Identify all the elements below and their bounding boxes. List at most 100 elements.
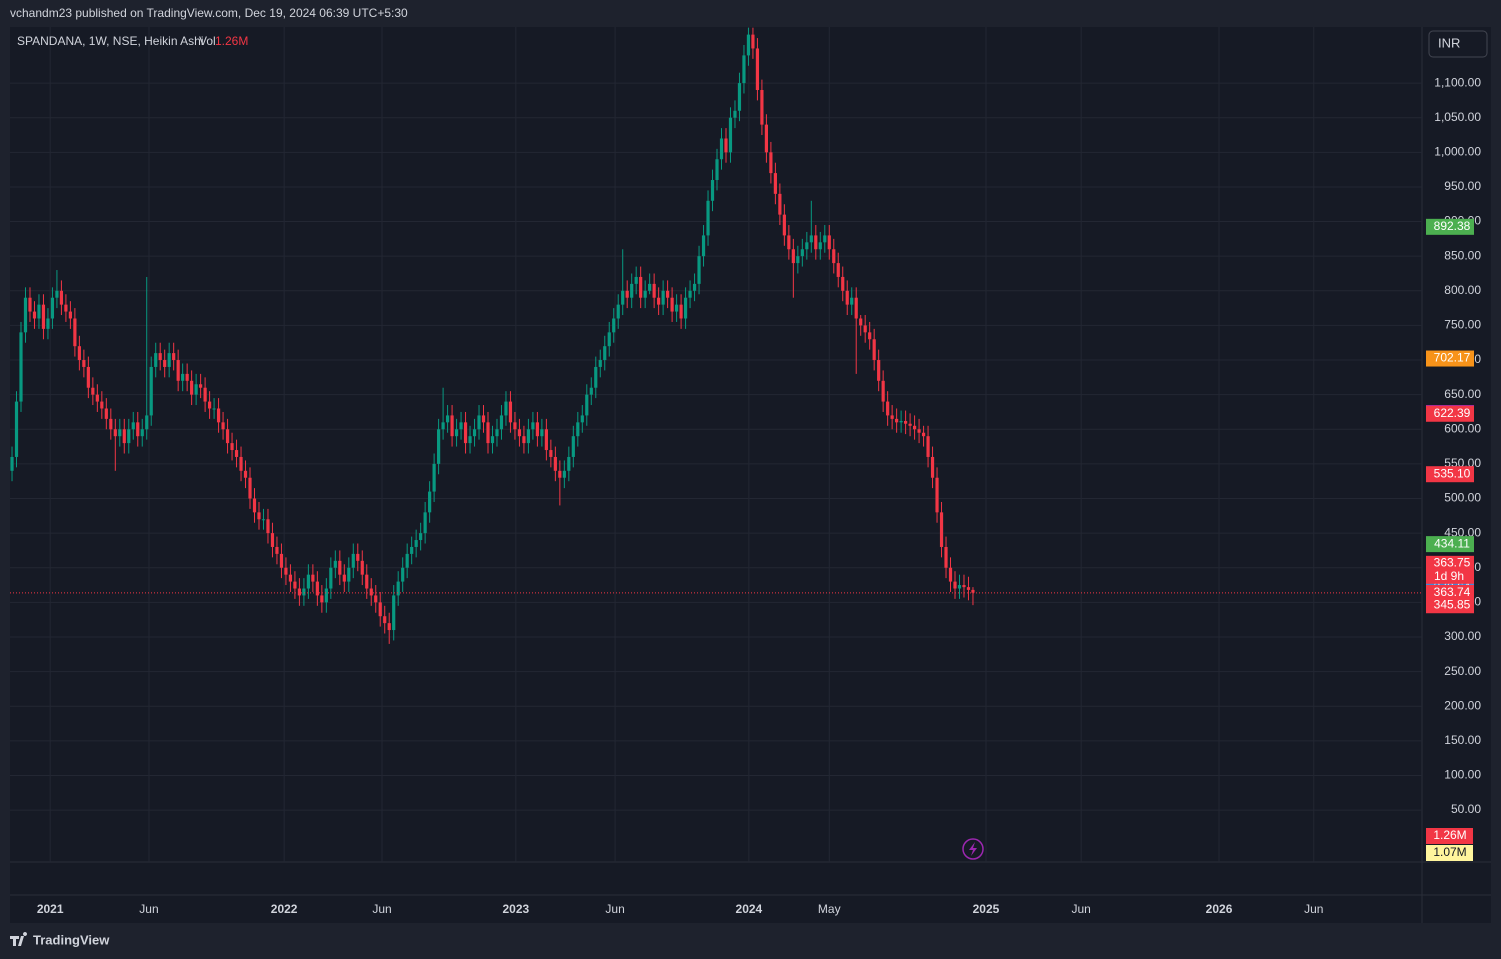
candle-body [347, 567, 351, 582]
y-tick-label: 300.00 [1444, 629, 1481, 643]
x-tick-label: Jun [1304, 902, 1323, 916]
candle-body [275, 546, 279, 554]
publish-header: vchandm23 published on TradingView.com, … [10, 6, 408, 20]
price-label-box [1426, 555, 1474, 584]
candle-body [387, 623, 391, 631]
candle-body [948, 567, 953, 582]
price-label: 535.10 [1434, 466, 1471, 480]
candle-body [661, 290, 665, 305]
candle-body [939, 512, 944, 547]
price-label-box [1426, 597, 1474, 614]
candle-body [32, 311, 37, 319]
candle-body [517, 429, 522, 437]
candle-body [293, 581, 297, 589]
price-label: 702.17 [1434, 351, 1471, 365]
candle-body [508, 401, 513, 423]
candle-body [850, 297, 854, 305]
candle-body [643, 290, 647, 298]
candle-body [625, 290, 629, 298]
candle-body [513, 422, 517, 430]
candle-body [100, 401, 104, 409]
candle-body [751, 34, 755, 49]
x-tick-label: 2026 [1206, 902, 1233, 916]
y-tick-label: 200.00 [1444, 698, 1481, 712]
candle-body [971, 589, 975, 593]
candle-body [351, 553, 355, 568]
x-tick-label: Jun [139, 902, 158, 916]
candle-body [311, 574, 315, 582]
candle-body [59, 290, 64, 305]
candle-body [216, 408, 221, 423]
candle-body [535, 422, 539, 437]
candle-body [481, 415, 486, 423]
candle-body [55, 290, 59, 298]
y-tick-label: 800.00 [1444, 283, 1481, 297]
candle-body [333, 560, 337, 568]
candle-body [904, 420, 908, 424]
candle-body [697, 256, 701, 284]
candle-body [297, 588, 302, 596]
candle-body [410, 546, 414, 554]
candle-body [10, 456, 14, 471]
candle-body [140, 429, 144, 437]
x-tick-label: 2023 [502, 902, 529, 916]
y-tick-label: 450.00 [1444, 525, 1481, 539]
candle-body [715, 159, 719, 181]
candle-body [890, 415, 894, 419]
candle-body [185, 373, 189, 381]
candle-body [764, 124, 769, 153]
candle-body [580, 415, 584, 423]
candle-body [841, 276, 845, 291]
volume-label-box [1426, 845, 1473, 861]
currency-label[interactable]: INR [1438, 35, 1460, 50]
candle-body [787, 235, 791, 250]
alert-icon[interactable] [962, 838, 984, 860]
candle-body [522, 436, 526, 444]
candle-body [454, 429, 459, 437]
candle-body [41, 304, 46, 329]
legend-vol-label: Vol [199, 34, 216, 48]
candle-body [594, 366, 598, 388]
candle-body [782, 214, 786, 236]
candle-body [666, 290, 670, 298]
candle-body [863, 325, 867, 333]
candle-body [724, 138, 728, 153]
candle-body [378, 602, 382, 617]
candle-body [194, 384, 198, 395]
candle-body [122, 429, 126, 444]
candle-body [136, 422, 140, 437]
candle-body [917, 429, 921, 433]
candle-body [109, 418, 113, 430]
candle-body [374, 595, 378, 603]
candle-body [342, 574, 346, 582]
candle-body [877, 360, 881, 381]
candle-body [432, 463, 436, 492]
candle-body [46, 318, 50, 329]
candle-body [86, 366, 90, 388]
candle-body [930, 456, 935, 478]
candle-body [966, 587, 971, 590]
candle-body [881, 380, 885, 402]
candle-body [553, 456, 557, 471]
y-tick-label: 750.00 [1444, 318, 1481, 332]
candle-body [261, 519, 266, 521]
price-label: 345.85 [1434, 597, 1471, 611]
currency-button[interactable] [1428, 30, 1488, 58]
candle-body [607, 332, 611, 347]
candle-body [859, 318, 863, 326]
candle-body [279, 553, 284, 568]
candle-body [486, 422, 490, 444]
candle-body [145, 415, 149, 430]
footer-logo [10, 932, 28, 946]
candle-body [728, 117, 733, 153]
x-tick-label: 2024 [736, 902, 763, 916]
candle-body [243, 470, 248, 478]
x-tick-label: 2021 [37, 902, 64, 916]
candle-body [207, 401, 212, 409]
candle-body [365, 574, 369, 589]
price-label: 363.75 [1434, 556, 1471, 570]
candle-body [257, 512, 261, 520]
candle-body [526, 429, 531, 444]
price-label: 363.74 [1434, 585, 1471, 599]
